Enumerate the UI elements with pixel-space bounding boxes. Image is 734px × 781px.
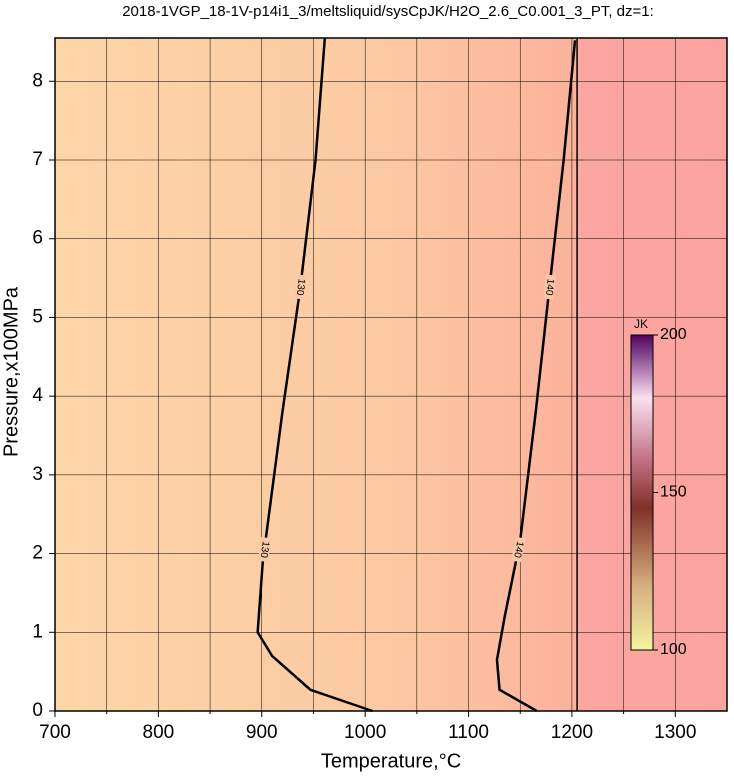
- contour-label: 130: [294, 278, 307, 296]
- contour-line: [256, 37, 373, 713]
- plot-frame: [54, 37, 728, 712]
- colorbar-label: JK: [634, 317, 648, 331]
- x-tick-label: 1300: [654, 722, 696, 743]
- x-tick-label: 1200: [551, 722, 593, 743]
- chart-title: 2018-1VGP_18-1V-p14i1_3/meltsliquid/sysC…: [122, 3, 654, 20]
- x-tick-label: 900: [246, 722, 278, 743]
- y-tick-label: 4: [32, 385, 43, 406]
- x-tick-label: 700: [39, 722, 71, 743]
- colorbar: [630, 334, 654, 651]
- contour-label-bg: [543, 274, 556, 300]
- plot-background: [55, 38, 727, 711]
- contour-label-bg: [293, 274, 307, 300]
- contour-label-bg: [257, 536, 271, 563]
- contour-label: 130: [258, 540, 271, 558]
- x-tick-label: 800: [143, 722, 175, 743]
- x-tick-label: 1100: [448, 722, 489, 743]
- colorbar-tick-label: 200: [660, 326, 687, 343]
- x-axis-label: Temperature,°C: [321, 750, 461, 772]
- y-tick-label: 1: [32, 621, 43, 642]
- y-tick-label: 2: [32, 543, 43, 564]
- contour-label-bg: [511, 536, 526, 563]
- contour-label: 140: [511, 540, 525, 559]
- colorbar-tick-label: 150: [660, 484, 687, 501]
- y-tick-label: 5: [32, 306, 43, 327]
- contour-label: 140: [543, 278, 556, 296]
- y-tick-label: 7: [32, 149, 43, 170]
- y-tick-label: 8: [32, 70, 43, 91]
- y-tick-label: 6: [32, 228, 43, 249]
- y-axis-label: Pressure,x100MPa: [0, 286, 22, 457]
- x-tick-label: 1000: [344, 722, 386, 743]
- colorbar-tick-label: 100: [660, 641, 687, 658]
- y-tick-label: 3: [32, 464, 43, 485]
- y-tick-label: 0: [32, 700, 43, 721]
